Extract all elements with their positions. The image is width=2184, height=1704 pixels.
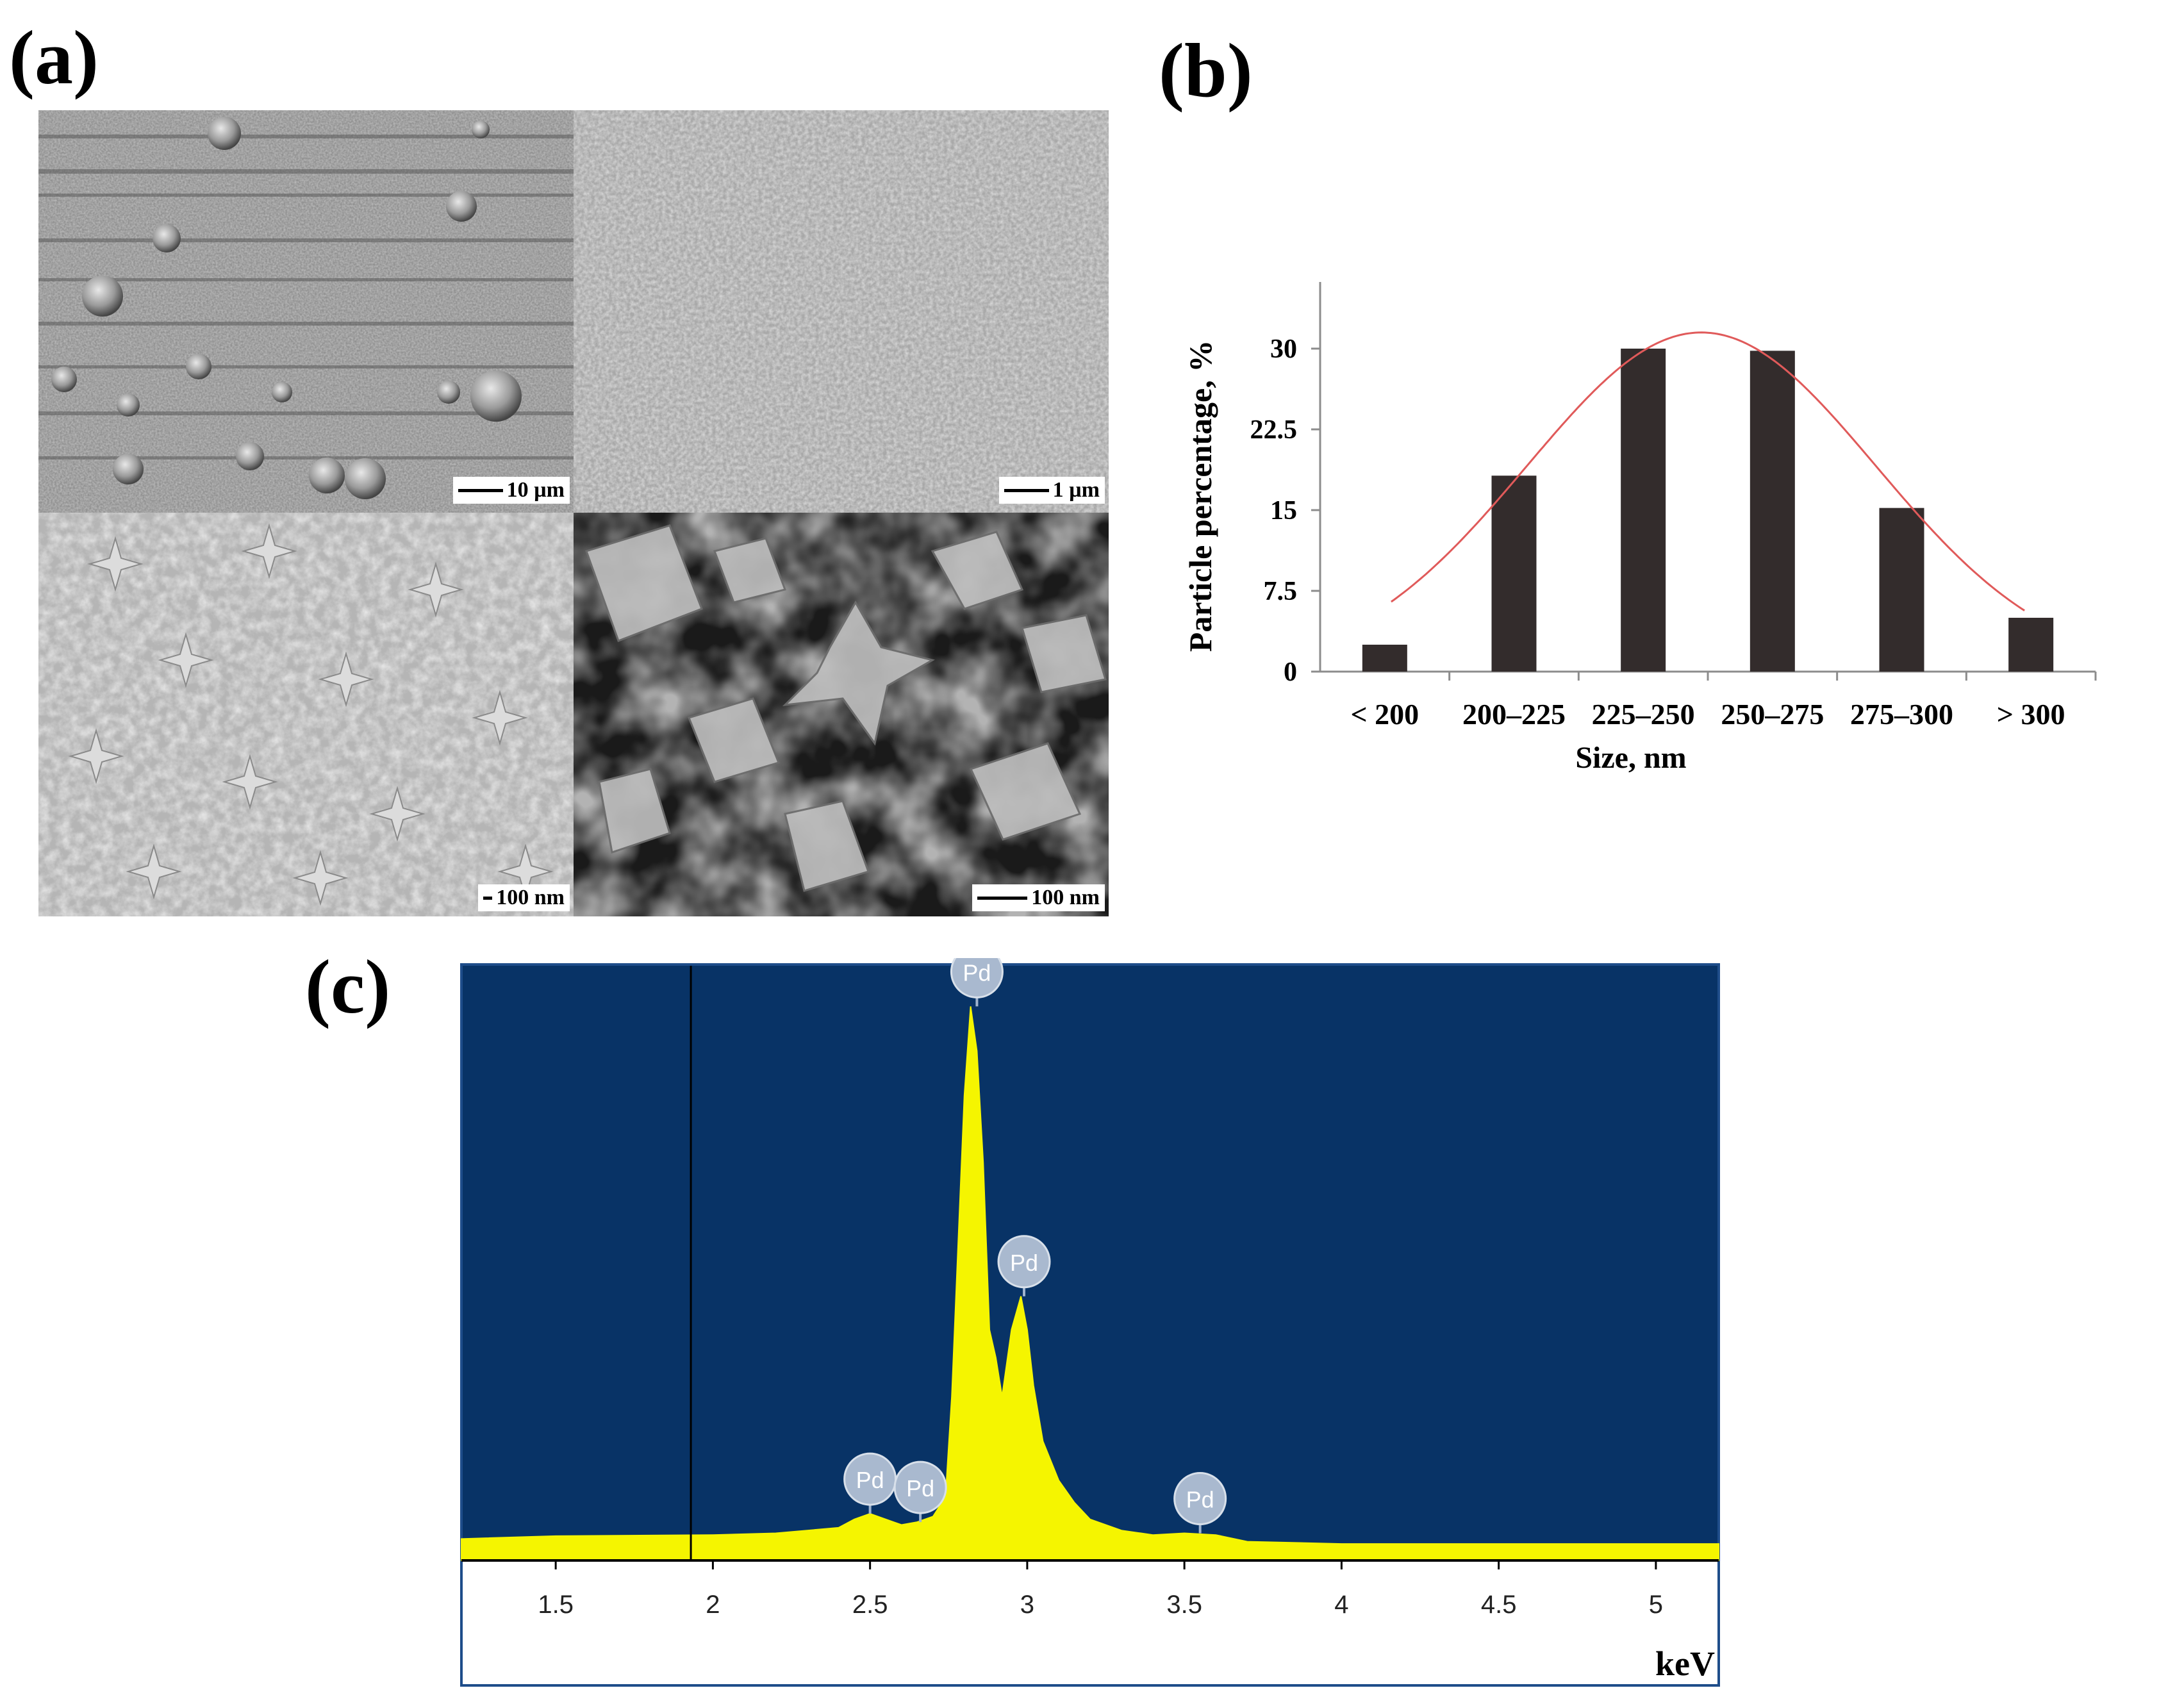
bar — [1491, 476, 1537, 672]
x-tick-label: 4.5 — [1481, 1591, 1517, 1619]
panel-a-label: (a) — [9, 15, 99, 100]
sem-image-grid: 10 µm 1 µm — [38, 110, 1109, 916]
eds-spectrum-chart: 1.5 2 2.5 3 3.5 4 4.5 5 keV Pd Pd Pd Pd Pd — [460, 958, 1720, 1687]
sem-image-2: 1 µm — [574, 110, 1109, 513]
scale-bar-line — [977, 896, 1028, 900]
sem-image-3: 100 nm — [38, 513, 574, 916]
scale-bar-3: 100 nm — [478, 884, 570, 911]
bar — [1621, 349, 1666, 672]
spectrum-area — [461, 1006, 1719, 1561]
peak-label: Pd — [1186, 1487, 1214, 1513]
panel-c-label: (c) — [305, 944, 391, 1029]
scale-bar-2: 1 µm — [998, 477, 1105, 504]
scale-bar-line — [483, 896, 493, 900]
x-tick-label: 4 — [1334, 1591, 1348, 1619]
x-tick-label: < 200 — [1350, 698, 1419, 731]
x-axis-title: keV — [1655, 1644, 1715, 1683]
peak-marker — [950, 958, 1004, 998]
x-tick-label: 1.5 — [538, 1591, 574, 1619]
y-tick-label: 7.5 — [1264, 577, 1298, 606]
scale-bar-line — [1004, 488, 1049, 492]
x-axis-title: Size, nm — [1575, 741, 1686, 775]
scale-bar-line — [458, 488, 503, 492]
scale-bar-1: 10 µm — [452, 477, 570, 504]
peak-label: Pd — [906, 1475, 934, 1501]
peak-label: Pd — [856, 1467, 884, 1493]
sem-image-4-pattern — [574, 513, 1109, 916]
scale-bar-label: 100 nm — [1031, 886, 1100, 909]
x-tick-label: 250–275 — [1721, 698, 1824, 731]
y-tick-label: 22.5 — [1250, 415, 1298, 445]
x-tick-label: 2.5 — [852, 1591, 888, 1619]
x-tick-label: 225–250 — [1592, 698, 1695, 731]
bar — [1362, 645, 1407, 672]
peak-label: Pd — [963, 959, 991, 986]
x-tick-label: 3 — [1020, 1591, 1034, 1619]
gaussian-fit-curve — [1391, 331, 2025, 611]
sem-image-4: 100 nm — [574, 513, 1109, 916]
bar — [1750, 351, 1795, 672]
y-tick-label: 0 — [1284, 658, 1297, 687]
peak-marker — [997, 1235, 1051, 1289]
scale-bar-label: 10 µm — [506, 478, 565, 502]
y-axis-title: Particle percentage, % — [1182, 340, 1218, 652]
x-tick-label: 200–225 — [1462, 698, 1566, 731]
sem-image-2-pattern — [574, 110, 1109, 513]
x-tick-label: > 300 — [1997, 698, 2065, 731]
panel-b-label: (b) — [1159, 28, 1253, 113]
peak-label: Pd — [1010, 1250, 1038, 1276]
sem-image-3-pattern — [38, 513, 574, 916]
y-tick-label: 15 — [1270, 496, 1297, 525]
bar — [1879, 508, 1924, 672]
x-tick-label: 275–300 — [1850, 698, 1953, 731]
particle-size-chart: 0 7.5 15 22.5 30 < 200 200–225 225–250 250–275 27… — [1182, 282, 2097, 775]
bar — [2008, 618, 2054, 672]
spectrum-background — [463, 966, 1717, 1560]
sem-image-1-pattern — [38, 110, 574, 513]
y-tick-label: 30 — [1270, 335, 1297, 364]
peak-marker — [893, 1460, 947, 1514]
scale-bar-label: 100 nm — [496, 886, 565, 909]
sem-image-1: 10 µm — [38, 110, 574, 513]
x-tick-label: 2 — [706, 1591, 720, 1619]
scale-bar-label: 1 µm — [1052, 478, 1100, 502]
x-tick-label: 3.5 — [1166, 1591, 1202, 1619]
scale-bar-4: 100 nm — [972, 884, 1105, 911]
peak-marker — [1173, 1472, 1227, 1526]
x-tick-label: 5 — [1649, 1591, 1663, 1619]
